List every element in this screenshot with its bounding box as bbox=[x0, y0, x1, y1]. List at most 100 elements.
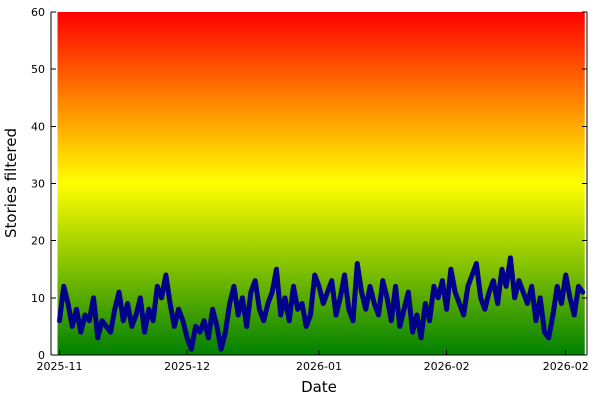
data-point bbox=[198, 330, 202, 334]
data-point bbox=[547, 336, 551, 340]
data-point bbox=[79, 330, 83, 334]
data-point bbox=[274, 267, 278, 271]
y-tick-label: 50 bbox=[31, 63, 45, 76]
data-point bbox=[266, 302, 270, 306]
data-point bbox=[202, 319, 206, 323]
data-point bbox=[245, 324, 249, 328]
data-point bbox=[185, 336, 189, 340]
data-point bbox=[487, 290, 491, 294]
data-point bbox=[181, 319, 185, 323]
data-point bbox=[155, 284, 159, 288]
data-point bbox=[466, 284, 470, 288]
y-tick-label: 0 bbox=[38, 349, 45, 362]
data-point bbox=[372, 302, 376, 306]
data-point bbox=[491, 279, 495, 283]
data-point bbox=[66, 302, 70, 306]
x-tick-label: 2025-12 bbox=[164, 360, 210, 373]
data-point bbox=[223, 330, 227, 334]
data-point bbox=[521, 290, 525, 294]
data-point bbox=[240, 296, 244, 300]
data-point bbox=[576, 284, 580, 288]
data-point bbox=[440, 279, 444, 283]
data-point bbox=[279, 313, 283, 317]
data-point bbox=[300, 302, 304, 306]
data-point bbox=[228, 302, 232, 306]
data-point bbox=[113, 307, 117, 311]
data-point bbox=[542, 330, 546, 334]
data-point bbox=[355, 262, 359, 266]
data-point bbox=[147, 307, 151, 311]
x-tick-label: 2025-11 bbox=[37, 360, 83, 373]
data-point bbox=[398, 324, 402, 328]
data-point bbox=[457, 302, 461, 306]
data-point bbox=[109, 330, 113, 334]
data-point bbox=[194, 324, 198, 328]
data-point bbox=[419, 336, 423, 340]
data-point bbox=[402, 307, 406, 311]
data-point bbox=[257, 307, 261, 311]
data-point bbox=[581, 290, 585, 294]
data-point bbox=[189, 347, 193, 351]
x-tick-label: 2026-01 bbox=[296, 360, 342, 373]
data-point bbox=[100, 319, 104, 323]
data-point bbox=[534, 319, 538, 323]
data-point bbox=[121, 319, 125, 323]
data-point bbox=[436, 296, 440, 300]
data-point bbox=[568, 296, 572, 300]
data-point bbox=[117, 290, 121, 294]
data-point bbox=[423, 302, 427, 306]
data-point bbox=[564, 273, 568, 277]
data-point bbox=[326, 290, 330, 294]
data-point bbox=[479, 296, 483, 300]
data-point bbox=[389, 319, 393, 323]
data-point bbox=[172, 324, 176, 328]
y-tick-label: 20 bbox=[31, 235, 45, 248]
data-point bbox=[211, 307, 215, 311]
data-point bbox=[92, 296, 96, 300]
data-point bbox=[87, 319, 91, 323]
data-point bbox=[347, 307, 351, 311]
data-point bbox=[219, 347, 223, 351]
data-point bbox=[462, 313, 466, 317]
data-point bbox=[351, 319, 355, 323]
data-point bbox=[287, 319, 291, 323]
data-point bbox=[508, 256, 512, 260]
data-point bbox=[394, 284, 398, 288]
data-point bbox=[270, 290, 274, 294]
x-tick-label: 2026-02 bbox=[424, 360, 470, 373]
data-point bbox=[70, 324, 74, 328]
data-point bbox=[126, 302, 130, 306]
data-point bbox=[432, 284, 436, 288]
x-tick-label: 2026-02 bbox=[543, 360, 589, 373]
data-point bbox=[168, 302, 172, 306]
data-point bbox=[572, 313, 576, 317]
data-point bbox=[262, 319, 266, 323]
series-line bbox=[57, 255, 586, 352]
data-point bbox=[406, 290, 410, 294]
data-point bbox=[555, 284, 559, 288]
data-point bbox=[304, 324, 308, 328]
data-point bbox=[453, 290, 457, 294]
data-point bbox=[330, 279, 334, 283]
data-point bbox=[249, 290, 253, 294]
y-tick-label: 30 bbox=[31, 178, 45, 191]
data-point bbox=[321, 302, 325, 306]
data-point bbox=[551, 313, 555, 317]
data-point bbox=[138, 296, 142, 300]
data-point bbox=[308, 313, 312, 317]
data-point bbox=[83, 313, 87, 317]
data-point bbox=[236, 313, 240, 317]
data-point bbox=[377, 313, 381, 317]
data-point bbox=[164, 273, 168, 277]
data-point bbox=[504, 284, 508, 288]
data-point bbox=[385, 296, 389, 300]
data-point bbox=[428, 319, 432, 323]
data-point bbox=[62, 284, 66, 288]
data-point bbox=[517, 279, 521, 283]
data-point bbox=[134, 313, 138, 317]
data-point bbox=[232, 284, 236, 288]
data-point bbox=[338, 296, 342, 300]
y-tick-label: 60 bbox=[31, 6, 45, 19]
data-point bbox=[445, 307, 449, 311]
